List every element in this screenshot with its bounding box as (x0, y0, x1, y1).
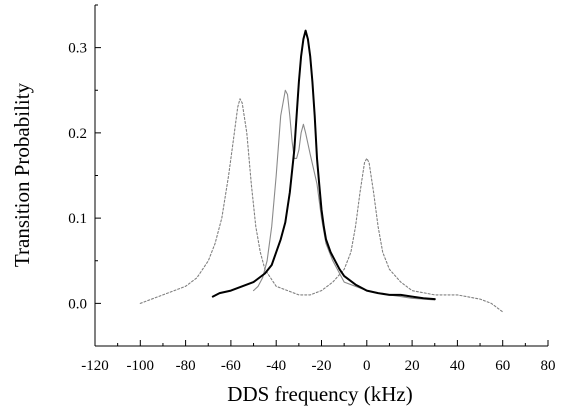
x-tick-label: 80 (541, 358, 556, 374)
x-axis-label: DDS frequency (kHz) (227, 382, 412, 406)
y-axis-label: Transition Probability (10, 82, 34, 267)
x-tick-label: 20 (405, 358, 420, 374)
y-tick-label: 0.3 (68, 41, 87, 57)
x-tick-label: -60 (221, 358, 241, 374)
x-tick-label: -100 (127, 358, 155, 374)
x-tick-label: -40 (266, 358, 286, 374)
x-tick-label: -80 (176, 358, 196, 374)
y-tick-label: 0.0 (68, 296, 87, 312)
y-tick-label: 0.2 (68, 126, 87, 142)
x-tick-label: -120 (81, 358, 109, 374)
x-tick-label: -20 (312, 358, 332, 374)
y-ticks: 0.0 0.1 0.2 0.3 (68, 4, 101, 347)
series-line-1 (139, 98, 504, 313)
series-line-3 (211, 29, 436, 301)
x-tick-label: 40 (450, 358, 465, 374)
x-tick-label: 60 (495, 358, 510, 374)
x-ticks: -120 -100 -80 -60 -40 -20 0 20 40 60 80 (81, 340, 556, 374)
series-layer (139, 29, 504, 313)
x-tick-label: 0 (363, 358, 371, 374)
y-tick-label: 0.1 (68, 211, 87, 227)
